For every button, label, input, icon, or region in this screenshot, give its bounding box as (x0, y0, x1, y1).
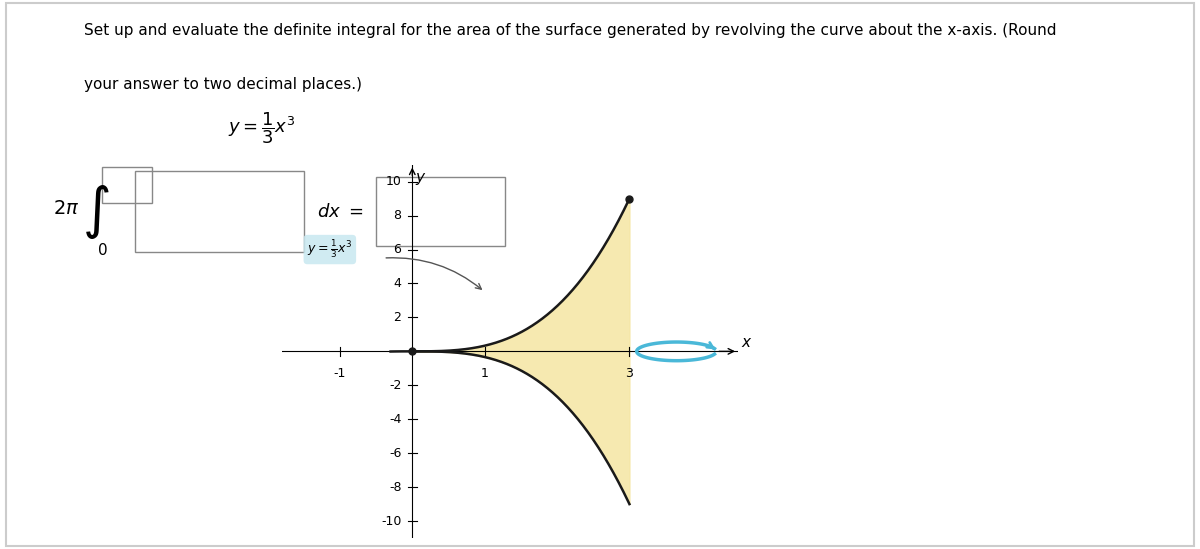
Text: $y=\frac{1}{3}x^3$: $y=\frac{1}{3}x^3$ (307, 239, 353, 260)
Text: $0$: $0$ (97, 242, 108, 259)
Text: 3: 3 (625, 367, 634, 379)
Text: -8: -8 (389, 480, 402, 494)
Text: x: x (742, 335, 751, 350)
Text: -2: -2 (389, 379, 402, 392)
Text: your answer to two decimal places.): your answer to two decimal places.) (84, 77, 362, 92)
Text: 10: 10 (385, 175, 402, 188)
Text: $y = \dfrac{1}{3}x^3$: $y = \dfrac{1}{3}x^3$ (228, 110, 295, 146)
Text: 2: 2 (394, 311, 402, 324)
Text: $\int$: $\int$ (82, 183, 109, 240)
Text: 8: 8 (394, 209, 402, 222)
Text: $2\pi$: $2\pi$ (53, 199, 79, 217)
Text: -10: -10 (382, 514, 402, 528)
Text: 6: 6 (394, 243, 402, 256)
Text: 1: 1 (481, 367, 488, 379)
Text: $dx \ = $: $dx \ = $ (317, 203, 364, 221)
Text: -1: -1 (334, 367, 346, 379)
Text: Set up and evaluate the definite integral for the area of the surface generated : Set up and evaluate the definite integra… (84, 23, 1056, 38)
Text: 4: 4 (394, 277, 402, 290)
Text: y: y (415, 170, 424, 185)
Text: -4: -4 (389, 413, 402, 425)
Text: -6: -6 (389, 447, 402, 460)
